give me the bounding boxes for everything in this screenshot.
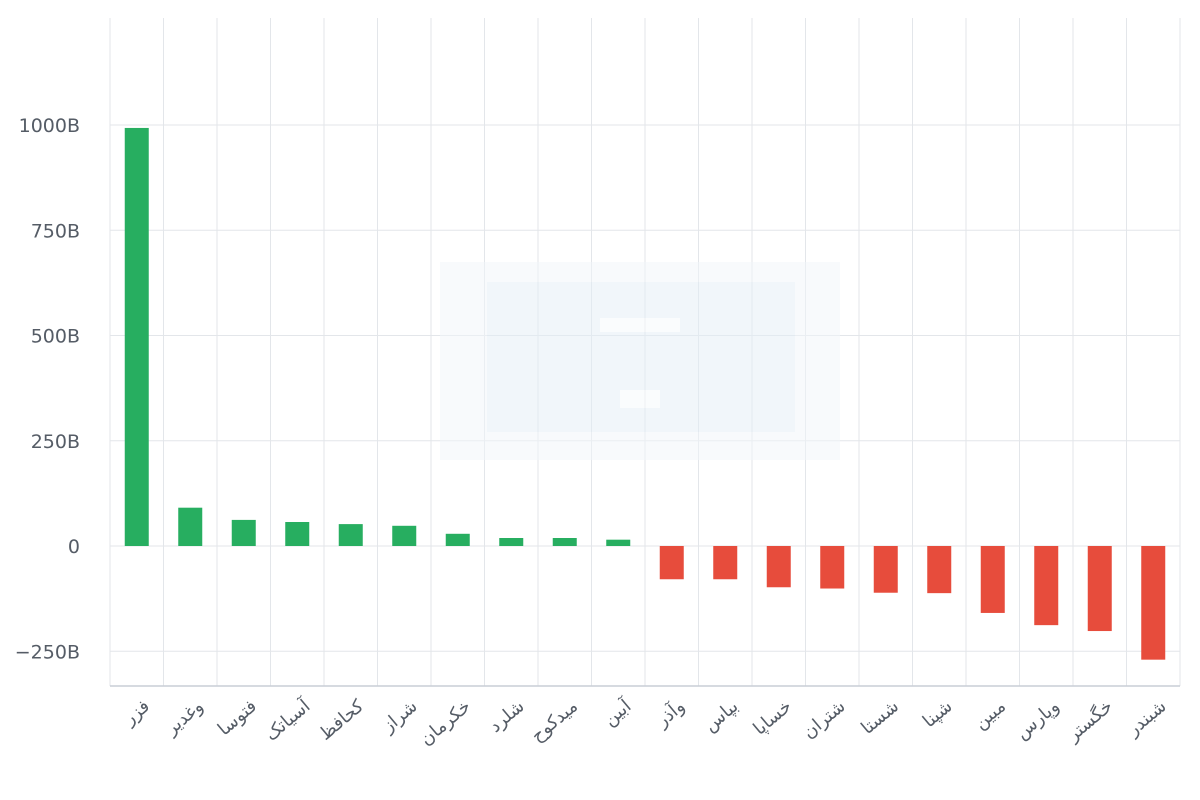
bar-12[interactable]	[713, 546, 738, 580]
bar-20[interactable]	[1141, 546, 1166, 660]
bars	[124, 127, 1166, 660]
x-tick-label: وغدیر	[161, 696, 208, 740]
x-tick-label: وآذر	[650, 694, 689, 732]
bar-4[interactable]	[285, 522, 310, 546]
bar-10[interactable]	[606, 539, 631, 546]
x-tick-label: فتوسا	[214, 696, 261, 740]
bar-15[interactable]	[873, 546, 898, 593]
y-tick-label: 500B	[31, 326, 80, 348]
x-tick-label: خساپا	[749, 696, 796, 740]
x-tick-label: آبین	[598, 694, 636, 731]
bar-2[interactable]	[178, 507, 203, 546]
bar-19[interactable]	[1087, 546, 1112, 632]
y-tick-label: 0	[68, 536, 80, 558]
x-tick-label: شتران	[799, 696, 850, 743]
x-tick-label: شلرد	[485, 696, 528, 737]
bar-13[interactable]	[766, 546, 791, 588]
bar-3[interactable]	[231, 519, 256, 546]
x-tick-label: وپارس	[1012, 696, 1064, 744]
bar-5[interactable]	[338, 524, 363, 546]
bar-8[interactable]	[499, 538, 524, 546]
x-tick-label: مبین	[970, 696, 1010, 734]
bar-7[interactable]	[445, 533, 470, 546]
x-tick-label: خگستر	[1062, 695, 1117, 746]
x-tick-label: آسیاتک	[260, 694, 315, 746]
bar-18[interactable]	[1034, 546, 1059, 626]
x-tick-label: شپنا	[919, 696, 957, 732]
bar-16[interactable]	[927, 546, 952, 594]
x-tick-label: بپاس	[700, 696, 743, 736]
x-tick-label: فزر	[119, 696, 154, 730]
bar-17[interactable]	[980, 546, 1005, 613]
x-tick-label: شبندر	[1122, 696, 1170, 741]
x-tick-label: شستا	[857, 696, 903, 739]
y-tick-label: −250B	[15, 641, 80, 663]
y-tick-label: 750B	[31, 220, 80, 242]
bar-9[interactable]	[552, 538, 577, 546]
y-tick-label: 250B	[31, 431, 80, 453]
bar-14[interactable]	[820, 546, 845, 589]
x-tick-label: خکرمان	[416, 696, 475, 750]
bar-11[interactable]	[659, 546, 684, 580]
x-tick-label: کحافظ	[315, 695, 368, 744]
watermark-logo	[440, 262, 840, 460]
bar-6[interactable]	[392, 525, 417, 546]
x-tick-label: شراز	[378, 696, 422, 738]
bar-1[interactable]	[124, 127, 149, 547]
y-axis: 1000B 750B 500B 250B 0 −250B	[15, 115, 80, 663]
x-tick-label: میدکوح	[527, 696, 582, 747]
y-tick-label: 1000B	[19, 115, 80, 137]
